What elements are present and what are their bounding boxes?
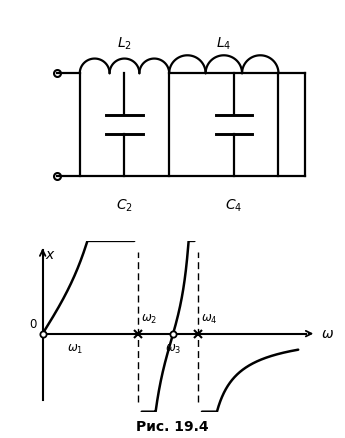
Text: Рис. 19.4: Рис. 19.4 <box>136 420 209 434</box>
Text: $x$: $x$ <box>45 248 56 262</box>
Text: $\omega_4$: $\omega_4$ <box>201 313 217 326</box>
Text: 0: 0 <box>29 318 36 331</box>
Text: $\omega_2$: $\omega_2$ <box>140 313 157 326</box>
Text: $C_4$: $C_4$ <box>225 198 243 214</box>
Text: $\omega$: $\omega$ <box>321 327 334 341</box>
Text: $\omega_3$: $\omega_3$ <box>165 343 181 356</box>
Text: $C_2$: $C_2$ <box>116 198 133 214</box>
Text: $L_4$: $L_4$ <box>216 35 231 52</box>
Text: $L_2$: $L_2$ <box>117 35 132 52</box>
Text: $\omega_1$: $\omega_1$ <box>67 343 83 356</box>
